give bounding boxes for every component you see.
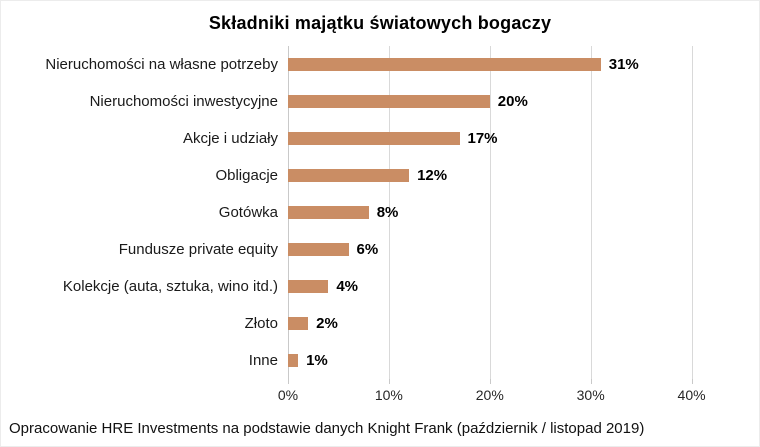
gridline [489,46,491,379]
x-axis-tick-mark [590,379,592,384]
source-note: Opracowanie HRE Investments na podstawie… [9,420,645,437]
bar [288,58,601,71]
plot-area: 31% 20% 17% 12% 8% 6% 4% 2% 1% [288,46,742,384]
bar [288,317,309,330]
bar-row: 6% [288,231,742,268]
bar [288,206,369,219]
x-axis-tick-mark [691,379,693,384]
bar [288,243,349,256]
bar-row: 20% [288,83,742,120]
bar [288,169,410,182]
bar-row: 12% [288,157,742,194]
value-label: 8% [376,204,399,221]
gridline [691,46,693,379]
category-label: Złoto [244,315,278,332]
value-label: 2% [316,315,338,332]
bar [288,132,460,145]
category-axis-labels: Nieruchomości na własne potrzeby Nierucho… [1,46,278,379]
bar-row: 2% [288,305,742,342]
bar-row: 8% [288,194,742,231]
bar [288,95,490,108]
value-label: 6% [356,241,379,258]
bar [288,354,299,367]
category-label: Fundusze private equity [118,241,278,258]
x-axis-tick-label: 10% [374,387,403,403]
x-axis-tick-mark [388,379,390,384]
x-axis-tick-mark [288,379,289,384]
category-label: Nieruchomości inwestycyjne [89,93,278,110]
category-label: Gotówka [218,204,278,221]
category-label: Kolekcje (auta, sztuka, wino itd.) [62,278,278,295]
x-axis-tick-mark [489,379,491,384]
category-label: Inne [248,352,278,369]
x-axis-tick-label: 20% [475,387,504,403]
x-axis-tick-label: 30% [576,387,605,403]
bar-row: 17% [288,120,742,157]
value-label: 31% [608,56,639,73]
gridline [590,46,592,379]
value-label: 4% [336,278,359,295]
x-axis-tick-label: 40% [677,387,706,403]
gridline [388,46,390,379]
x-axis-tick-label: 0% [277,387,299,403]
value-label: 17% [467,130,498,147]
value-label: 1% [306,352,328,369]
value-label: 20% [497,93,528,110]
category-label: Obligacje [215,167,278,184]
bar [288,280,329,293]
value-label: 12% [417,167,448,184]
bar-row: 1% [288,342,742,379]
bar-row: 31% [288,46,742,83]
category-label: Nieruchomości na własne potrzeby [45,56,278,73]
category-label: Akcje i udziały [182,130,278,147]
chart-title: Składniki majątku światowych bogaczy [208,13,552,33]
bar-row: 4% [288,268,742,305]
x-axis-tick-labels: 0% 10% 20% 30% 40% [278,387,742,405]
bars-group: 31% 20% 17% 12% 8% 6% 4% 2% 1% [288,46,742,379]
